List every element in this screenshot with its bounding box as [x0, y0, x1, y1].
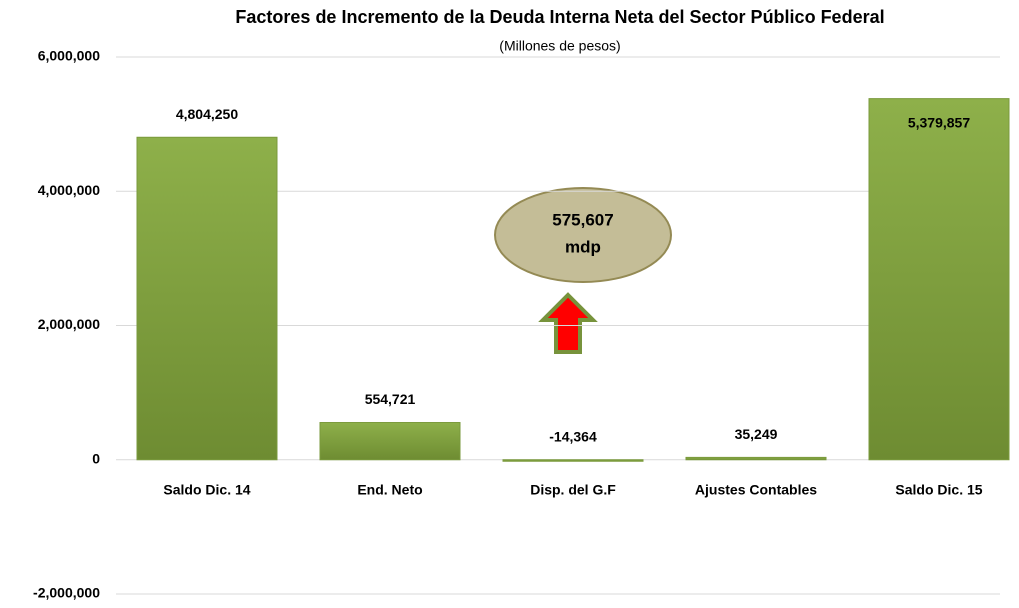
- data-label: 35,249: [735, 426, 778, 442]
- data-label: 4,804,250: [176, 106, 238, 122]
- data-label: 5,379,857: [908, 114, 970, 130]
- annotation-bubble: [494, 187, 672, 283]
- y-tick-label: 4,000,000: [38, 182, 100, 198]
- chart-subtitle: (Millones de pesos): [499, 38, 620, 54]
- data-label: 554,721: [365, 391, 416, 407]
- x-tick-label: End. Neto: [357, 481, 422, 497]
- x-tick-label: Saldo Dic. 14: [163, 481, 250, 497]
- y-tick-label: -2,000,000: [33, 585, 100, 601]
- arrow-up: [538, 292, 598, 354]
- y-tick-label: 2,000,000: [38, 316, 100, 332]
- bar: [319, 422, 461, 461]
- x-tick-label: Ajustes Contables: [695, 481, 817, 497]
- annotation-text: 575,607: [552, 210, 613, 229]
- bar: [136, 136, 278, 461]
- bar: [868, 98, 1010, 461]
- bar: [502, 459, 644, 462]
- x-tick-label: Disp. del G.F: [530, 481, 616, 497]
- annotation: 575,607 mdp: [494, 187, 672, 354]
- data-label: -14,364: [549, 428, 597, 444]
- x-tick-label: Saldo Dic. 15: [895, 481, 982, 497]
- chart-title: Factores de Incremento de la Deuda Inter…: [235, 7, 884, 27]
- bar: [685, 456, 827, 461]
- y-tick-label: 0: [92, 450, 100, 466]
- annotation-text: mdp: [565, 237, 601, 256]
- y-tick-label: 6,000,000: [38, 48, 100, 64]
